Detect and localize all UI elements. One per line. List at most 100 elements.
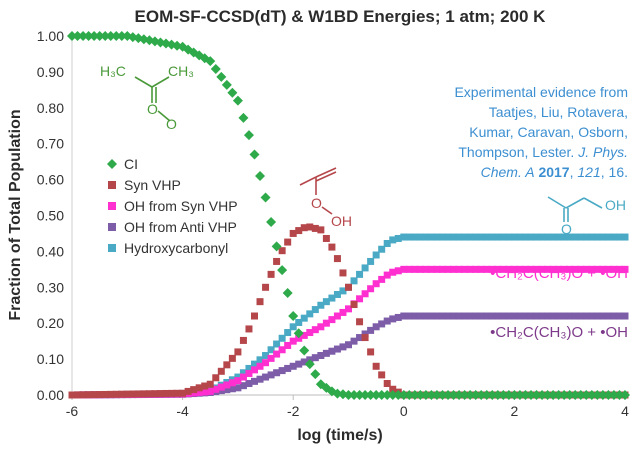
data-point bbox=[450, 265, 458, 273]
data-point bbox=[610, 312, 618, 320]
data-point bbox=[454, 390, 465, 400]
data-point bbox=[599, 233, 607, 241]
data-point bbox=[356, 270, 364, 278]
data-point bbox=[505, 265, 513, 273]
data-point bbox=[581, 390, 592, 400]
x-tick-label: -6 bbox=[66, 403, 79, 419]
legend-label: OH from Anti VHP bbox=[124, 219, 237, 235]
data-point bbox=[96, 391, 104, 399]
data-point bbox=[488, 312, 496, 320]
data-point bbox=[499, 265, 507, 273]
data-point bbox=[345, 283, 352, 291]
data-point bbox=[566, 265, 574, 273]
data-point bbox=[300, 358, 308, 366]
data-point bbox=[593, 312, 601, 320]
data-point bbox=[300, 331, 308, 339]
data-point bbox=[221, 79, 232, 90]
data-point bbox=[317, 352, 325, 360]
data-point bbox=[343, 390, 354, 400]
vhp-structure bbox=[299, 167, 337, 215]
data-point bbox=[455, 312, 463, 320]
data-point bbox=[520, 390, 531, 400]
data-point bbox=[228, 354, 236, 362]
data-point bbox=[553, 390, 564, 400]
data-point bbox=[472, 265, 480, 273]
data-point bbox=[505, 233, 513, 241]
data-point bbox=[427, 265, 435, 273]
hc-atom-o: O bbox=[561, 221, 572, 237]
data-point bbox=[393, 390, 404, 400]
data-point bbox=[560, 233, 568, 241]
data-point bbox=[295, 334, 303, 342]
data-point bbox=[383, 380, 391, 388]
data-point bbox=[538, 312, 546, 320]
data-point bbox=[549, 312, 557, 320]
data-point bbox=[426, 390, 437, 400]
data-point bbox=[509, 390, 520, 400]
data-point bbox=[74, 391, 82, 399]
data-point bbox=[168, 389, 176, 397]
data-point bbox=[621, 265, 629, 273]
ci-methyl-right: CH₃ bbox=[168, 63, 194, 79]
data-point bbox=[105, 31, 116, 41]
data-point bbox=[494, 312, 502, 320]
data-point bbox=[293, 328, 304, 339]
data-point bbox=[577, 265, 585, 273]
data-point bbox=[250, 312, 258, 320]
data-point bbox=[443, 390, 454, 400]
data-point bbox=[549, 233, 557, 241]
data-point bbox=[538, 233, 546, 241]
data-point bbox=[472, 233, 480, 241]
data-point bbox=[409, 390, 420, 400]
data-point bbox=[223, 381, 231, 389]
data-point bbox=[278, 247, 286, 255]
data-point bbox=[494, 233, 502, 241]
legend-label: CI bbox=[124, 156, 138, 172]
data-point bbox=[288, 311, 299, 322]
data-point bbox=[483, 233, 491, 241]
data-point bbox=[217, 387, 225, 395]
data-point bbox=[85, 391, 93, 399]
experimental-note: Experimental evidence from Taatjes, Liu,… bbox=[454, 84, 628, 180]
data-point bbox=[372, 280, 380, 288]
data-point bbox=[548, 390, 559, 400]
data-point bbox=[123, 390, 131, 398]
data-point bbox=[311, 326, 319, 334]
data-point bbox=[339, 308, 347, 316]
data-point bbox=[427, 312, 435, 320]
data-point bbox=[195, 388, 203, 396]
data-point bbox=[398, 390, 409, 400]
data-point bbox=[499, 312, 507, 320]
data-point bbox=[282, 288, 293, 299]
data-point bbox=[112, 390, 120, 398]
data-point bbox=[586, 390, 597, 400]
y-tick-label: 0.50 bbox=[37, 208, 64, 224]
data-point bbox=[461, 233, 469, 241]
data-point bbox=[333, 345, 341, 353]
data-point bbox=[262, 352, 270, 360]
data-point bbox=[333, 312, 341, 320]
note-line-3: Kumar, Caravan, Osborn, bbox=[469, 124, 628, 140]
data-point bbox=[372, 251, 380, 259]
data-point bbox=[571, 233, 579, 241]
data-point bbox=[284, 364, 292, 372]
data-point bbox=[476, 390, 487, 400]
data-point bbox=[354, 390, 365, 400]
data-point bbox=[420, 390, 431, 400]
data-point bbox=[278, 346, 286, 354]
data-point bbox=[206, 380, 214, 388]
data-point bbox=[195, 384, 203, 392]
y-tick-label: 0.90 bbox=[37, 64, 64, 80]
note-line-4: Thompson, Lester. J. Phys. bbox=[458, 144, 628, 160]
data-point bbox=[439, 233, 447, 241]
data-point bbox=[367, 348, 375, 356]
data-point bbox=[483, 265, 491, 273]
data-point bbox=[295, 318, 303, 326]
data-point bbox=[212, 374, 220, 382]
data-point bbox=[503, 390, 514, 400]
data-point bbox=[68, 391, 76, 399]
data-point bbox=[582, 265, 590, 273]
data-point bbox=[234, 384, 242, 392]
ci-structure bbox=[134, 76, 171, 122]
data-point bbox=[422, 233, 430, 241]
